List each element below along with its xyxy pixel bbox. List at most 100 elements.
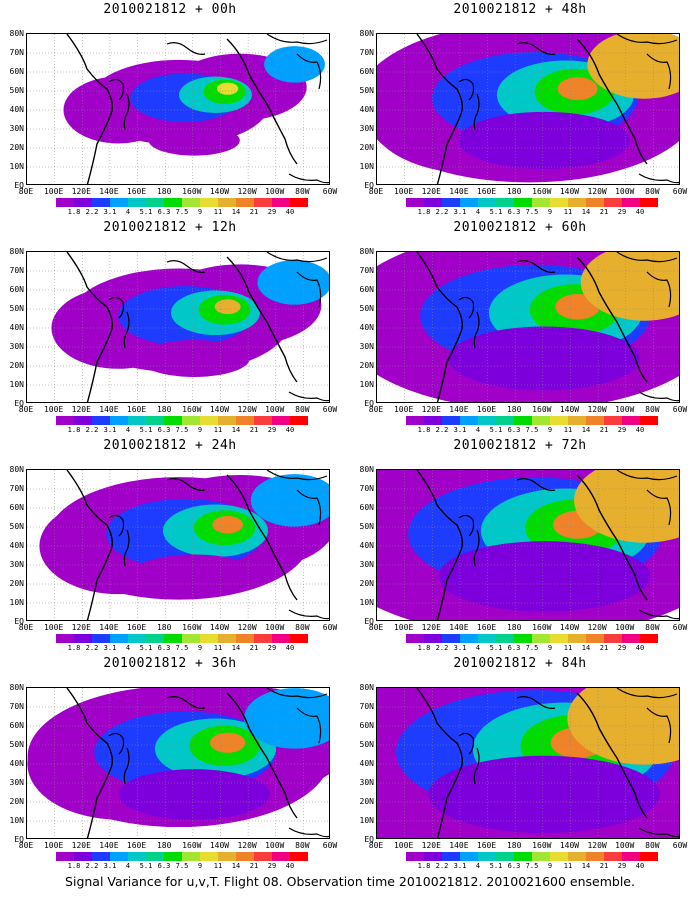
colorbar-swatch — [496, 416, 514, 425]
colorbar-label: 5.1 — [489, 208, 503, 216]
x-axis-label: 120W — [237, 623, 257, 632]
colorbar-swatch — [514, 198, 532, 207]
colorbar-label: 3.1 — [103, 208, 117, 216]
x-axis-label: 120E — [421, 187, 441, 196]
y-axis-label: 30N — [359, 124, 374, 133]
colorbar-label: 14 — [231, 426, 241, 434]
colorbar-swatch — [586, 198, 604, 207]
x-axis-label: 180 — [156, 187, 172, 196]
y-axis-label: 40N — [359, 541, 374, 550]
colorbar-swatch — [424, 198, 442, 207]
panel-title: 2010021812 + 60h — [453, 220, 587, 235]
y-axis-label: 30N — [9, 342, 24, 351]
y-axis-label: 10N — [9, 162, 24, 171]
x-axis-label: 120E — [421, 623, 441, 632]
colorbar-label: 29 — [617, 862, 627, 870]
colorbar — [406, 852, 658, 861]
y-axis-label: EQ — [14, 399, 24, 408]
colorbar-swatch — [586, 416, 604, 425]
colorbar-label: 11 — [213, 644, 223, 652]
y-axis-label: 10N — [359, 598, 374, 607]
x-axis-label: 180 — [506, 623, 522, 632]
colorbar-swatch — [200, 416, 218, 425]
colorbar-swatch — [496, 634, 514, 643]
y-axis-label: 20N — [359, 797, 374, 806]
x-axis-label: 140W — [209, 623, 230, 632]
colorbar-label: 1.8 — [67, 644, 81, 652]
colorbar-label: 3.1 — [453, 426, 467, 434]
colorbar-swatch — [74, 416, 92, 425]
colorbar — [406, 198, 658, 207]
colorbar-label: 7.5 — [525, 644, 539, 652]
colorbar-label: 9 — [197, 644, 203, 652]
colorbar-swatch — [56, 634, 74, 643]
x-axis-label: 100W — [265, 623, 285, 632]
colorbar-swatch — [146, 416, 164, 425]
colorbar-label: 11 — [213, 426, 223, 434]
colorbar-swatch — [622, 634, 640, 643]
colorbar-label: 29 — [617, 644, 627, 652]
x-axis-label: 60W — [672, 841, 688, 850]
colorbar-swatch — [236, 634, 254, 643]
colorbar-label: 6.3 — [157, 644, 171, 652]
x-axis-label: 100E — [43, 623, 64, 632]
x-axis-label: 160W — [532, 187, 552, 196]
x-axis-label: 160E — [126, 187, 147, 196]
x-axis-label: 80W — [295, 841, 310, 850]
colorbar-swatch — [568, 852, 586, 861]
colorbar-swatch — [164, 416, 182, 425]
colorbar-swatch — [406, 416, 424, 425]
map-field — [26, 33, 330, 185]
colorbar-swatch — [254, 634, 272, 643]
field-contour — [557, 77, 598, 101]
x-axis-label: 120E — [71, 187, 91, 196]
x-axis-label: 80E — [368, 623, 384, 632]
colorbar-label: 40 — [285, 862, 295, 870]
colorbar-swatch — [442, 852, 460, 861]
colorbar-label: 11 — [213, 862, 223, 870]
colorbar-label: 3.1 — [103, 862, 117, 870]
colorbar-swatch — [290, 198, 308, 207]
x-axis-label: 140W — [559, 841, 580, 850]
map-field — [376, 469, 680, 621]
colorbar-swatch — [200, 198, 218, 207]
colorbar-label: 1.8 — [417, 644, 431, 652]
y-axis-label: 60N — [9, 503, 24, 512]
colorbar-swatch — [236, 416, 254, 425]
colorbar-label: 40 — [635, 862, 645, 870]
x-axis-label: 140W — [559, 405, 580, 414]
field-contour — [458, 111, 630, 169]
colorbar-label: 40 — [635, 644, 645, 652]
colorbar-swatch — [406, 634, 424, 643]
colorbar-label: 29 — [617, 208, 627, 216]
y-axis-label: 10N — [359, 816, 374, 825]
y-axis-label: 80N — [9, 465, 24, 474]
y-axis-label: EQ — [364, 399, 374, 408]
x-axis-label: 80E — [18, 187, 34, 196]
colorbar-label: 9 — [547, 208, 553, 216]
x-axis-label: 60W — [672, 187, 688, 196]
colorbar-label: 4 — [475, 862, 481, 870]
colorbar-label: 4 — [475, 426, 481, 434]
y-axis-label: 10N — [9, 598, 24, 607]
y-axis-label: 50N — [359, 304, 374, 313]
colorbar-label: 6.3 — [507, 208, 521, 216]
map-panel: 2010021812 + 00h 80N 70N 60N 50N 40N 30N 20N 10N… — [0, 0, 340, 216]
colorbar-label: 9 — [197, 862, 203, 870]
x-axis-label: 140E — [99, 841, 119, 850]
colorbar-label: 21 — [249, 426, 259, 434]
colorbar-label: 6.3 — [507, 862, 521, 870]
colorbar-label: 1.8 — [417, 426, 431, 434]
x-axis-label: 140E — [449, 841, 469, 850]
colorbar-swatch — [128, 416, 146, 425]
colorbar-swatch — [128, 852, 146, 861]
x-axis-label: 140E — [99, 623, 119, 632]
field-contour — [148, 125, 240, 156]
field-contour — [138, 339, 250, 377]
y-axis-label: 40N — [359, 759, 374, 768]
colorbar-swatch — [92, 852, 110, 861]
colorbar-swatch — [56, 198, 74, 207]
map-field — [376, 687, 680, 839]
x-axis-label: 140W — [209, 405, 230, 414]
y-axis-label: 60N — [359, 67, 374, 76]
